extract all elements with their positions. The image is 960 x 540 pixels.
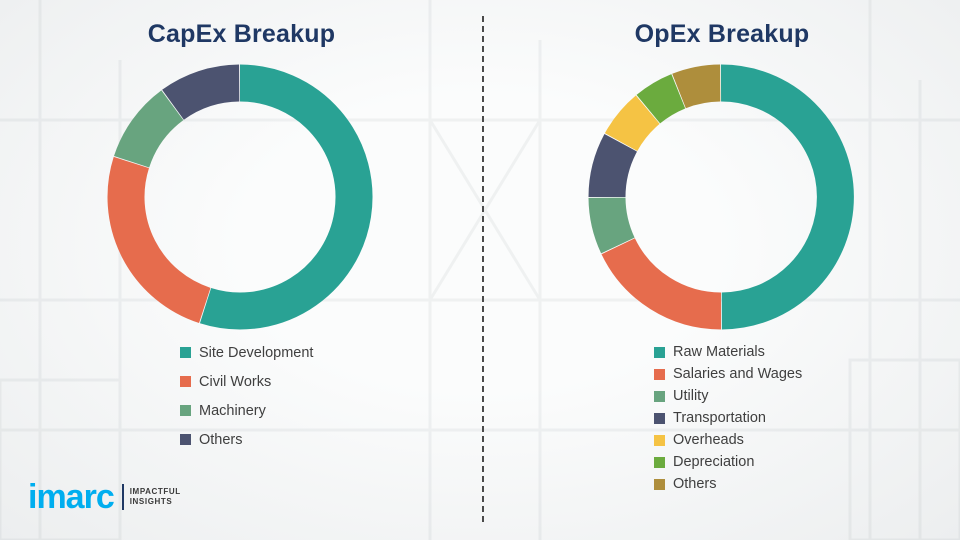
legend-swatch xyxy=(180,405,191,416)
donut-segment-others xyxy=(162,64,240,121)
legend-label: Machinery xyxy=(199,402,266,419)
legend-swatch xyxy=(180,347,191,358)
donut-segment-salaries-and-wages xyxy=(601,237,722,330)
legend-label: Others xyxy=(199,431,243,448)
imarc-logo-text: imarc xyxy=(28,478,115,516)
donut-segment-civil-works xyxy=(107,156,211,324)
donut-segment-raw-materials xyxy=(720,64,854,330)
legend-swatch xyxy=(180,434,191,445)
donut-segment-utility xyxy=(588,197,635,254)
opex-title: OpEx Breakup xyxy=(634,20,810,48)
legend-item: Site Development xyxy=(180,338,313,367)
donut-segment-machinery xyxy=(113,90,184,169)
legend-item: Depreciation xyxy=(654,451,802,473)
legend-swatch xyxy=(654,390,665,402)
legend-item: Salaries and Wages xyxy=(654,363,802,385)
capex-title: CapEx Breakup xyxy=(147,20,336,48)
legend-label: Transportation xyxy=(673,410,766,426)
legend-label: Civil Works xyxy=(199,373,272,390)
logo-tagline: IMPACTFUL INSIGHTS xyxy=(130,487,181,507)
legend-item: Civil Works xyxy=(180,367,313,396)
legend-item: Overheads xyxy=(654,429,802,451)
legend-label: Raw Materials xyxy=(673,344,765,360)
legend-swatch xyxy=(654,456,665,468)
donut-segment-site-development xyxy=(199,64,373,330)
legend-label: Depreciation xyxy=(673,454,755,470)
legend-swatch xyxy=(654,412,665,424)
opex-legend: Raw Materials Salaries and Wages Utility Tr… xyxy=(654,341,802,495)
legend-swatch xyxy=(654,434,665,446)
legend-swatch xyxy=(654,368,665,380)
legend-item: Others xyxy=(654,473,802,495)
legend-swatch xyxy=(180,376,191,387)
legend-item: Utility xyxy=(654,385,802,407)
capex-donut-chart xyxy=(107,64,373,330)
donut-segment-transportation xyxy=(588,133,638,198)
capex-legend: Site Development Civil Works Machinery Othe… xyxy=(180,338,313,454)
legend-label: Overheads xyxy=(673,432,744,448)
logo-divider-bar xyxy=(121,484,124,510)
legend-swatch xyxy=(654,478,665,490)
logo-tagline-line1: IMPACTFUL xyxy=(129,487,181,496)
legend-label: Others xyxy=(673,476,717,492)
legend-item: Transportation xyxy=(654,407,802,429)
donut-segment-depreciation xyxy=(636,74,686,124)
logo-tagline-line2: INSIGHTS xyxy=(129,497,173,506)
legend-label: Site Development xyxy=(199,344,314,361)
divider-dashed-line xyxy=(482,16,484,522)
legend-item: Others xyxy=(180,425,313,454)
legend-item: Raw Materials xyxy=(654,341,802,363)
legend-item: Machinery xyxy=(180,396,313,425)
legend-label: Utility xyxy=(673,388,709,404)
legend-label: Salaries and Wages xyxy=(673,366,803,382)
donut-segment-others xyxy=(672,64,721,109)
opex-donut-chart xyxy=(588,64,854,330)
imarc-logo: imarc IMPACTFUL INSIGHTS xyxy=(28,480,181,514)
legend-swatch xyxy=(654,346,665,358)
capex-panel: CapEx Breakup Site Development Civil Work… xyxy=(107,20,373,454)
donut-segment-overheads xyxy=(604,95,661,152)
opex-panel: OpEx Breakup Raw Materials Salaries and W… xyxy=(484,0,960,540)
